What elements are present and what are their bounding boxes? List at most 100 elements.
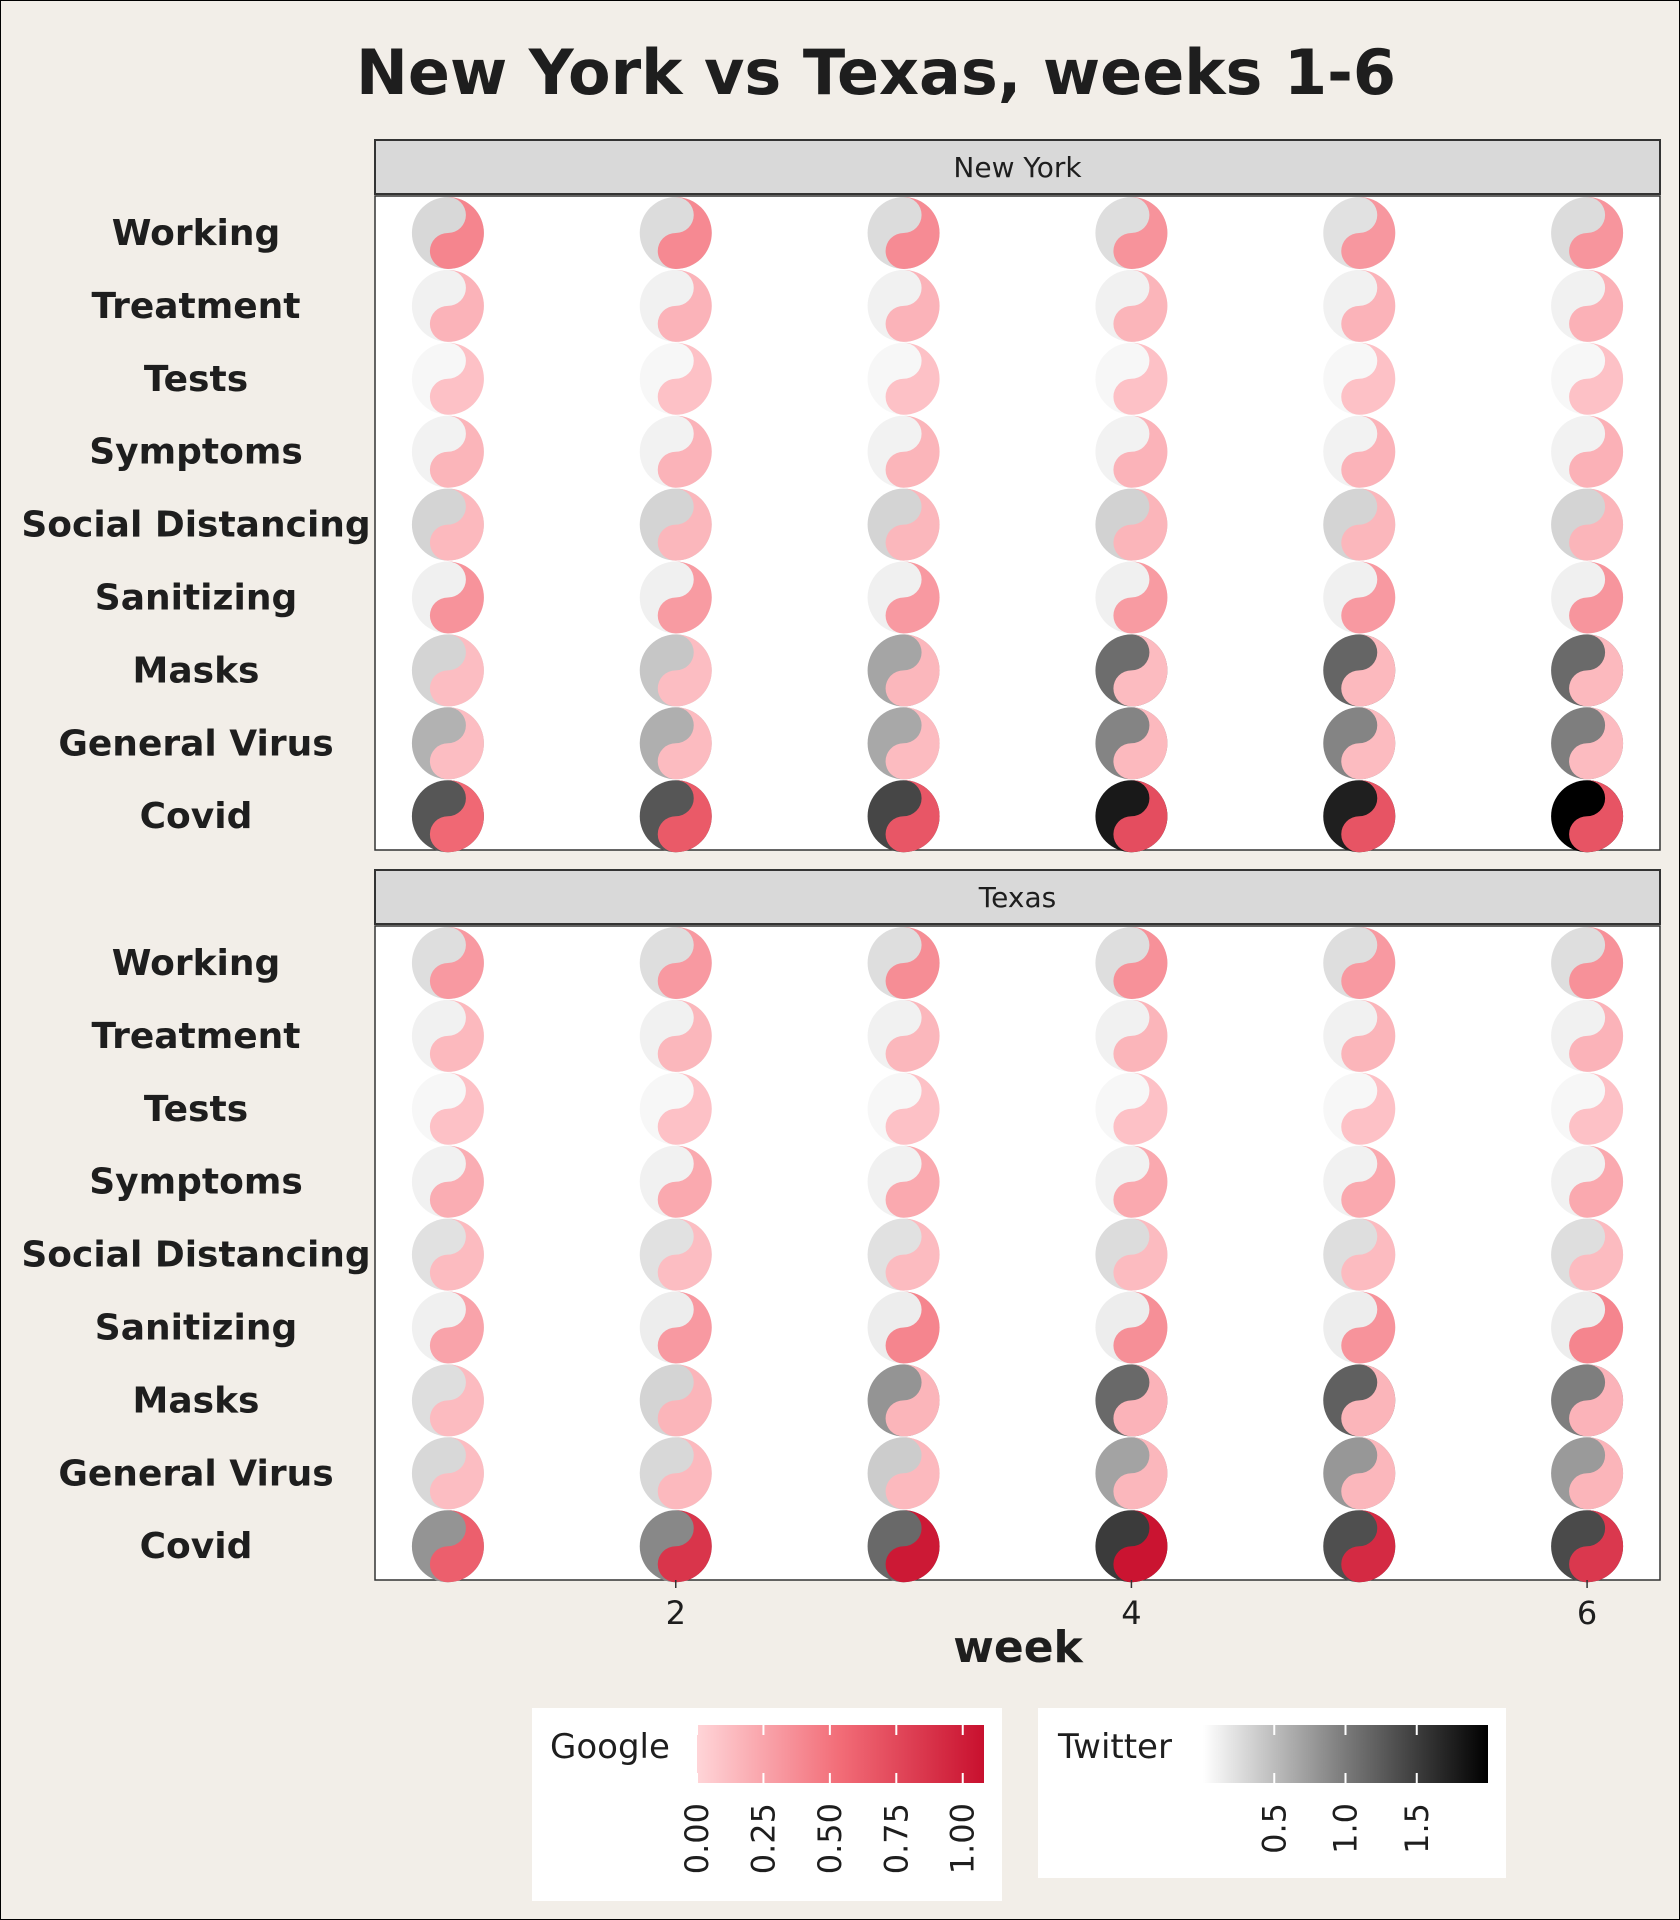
category-label: Treatment [91, 286, 300, 327]
google-half [1569, 1437, 1624, 1510]
google-half [429, 707, 484, 780]
google-half [1569, 927, 1624, 999]
google-half [885, 269, 940, 342]
yin-yang-glyph [411, 197, 484, 269]
yin-yang-glyph [867, 197, 940, 269]
yin-yang-glyph [1095, 927, 1168, 999]
yin-yang-glyph [1323, 1437, 1396, 1510]
google-half [1569, 197, 1624, 269]
google-half [429, 342, 484, 415]
yin-yang-glyph [1323, 1364, 1396, 1437]
google-half [1341, 1072, 1396, 1145]
yin-yang-glyph [1323, 561, 1396, 634]
legend-tick-label: 0.5 [1255, 1803, 1293, 1854]
yin-yang-glyph [1095, 197, 1168, 269]
google-half [657, 561, 712, 634]
google-half [1113, 269, 1168, 342]
yin-yang-glyph [1095, 269, 1168, 342]
yin-yang-glyph [1323, 1510, 1396, 1583]
google-half [1569, 269, 1624, 342]
legend-title: Google [550, 1727, 670, 1767]
yin-yang-glyph [1551, 342, 1624, 415]
yin-yang-glyph [1095, 1364, 1168, 1437]
yin-yang-glyph [639, 1437, 712, 1510]
google-half [429, 1437, 484, 1510]
google-half [1341, 488, 1396, 561]
google-half [657, 634, 712, 707]
google-half [657, 1145, 712, 1218]
google-half [1569, 780, 1624, 853]
category-label: Treatment [91, 1016, 300, 1057]
yin-yang-glyph [1323, 634, 1396, 707]
google-half [1341, 415, 1396, 488]
yin-yang-glyph [411, 1437, 484, 1510]
google-half [657, 342, 712, 415]
legend-tick-label: 1.5 [1398, 1803, 1436, 1854]
google-half [885, 415, 940, 488]
yin-yang-glyph [867, 634, 940, 707]
google-half [1113, 488, 1168, 561]
google-half [1569, 999, 1624, 1072]
category-label: Tests [144, 359, 248, 400]
legend-tick-label: 0.00 [678, 1803, 716, 1874]
google-half [1113, 197, 1168, 269]
google-half [1569, 634, 1624, 707]
yin-yang-glyph [867, 269, 940, 342]
yin-yang-glyph [1095, 780, 1168, 853]
yin-yang-glyph [411, 1364, 484, 1437]
google-half [1341, 1510, 1396, 1583]
google-half [1569, 415, 1624, 488]
yin-yang-glyph [1551, 1510, 1624, 1583]
google-half [1341, 999, 1396, 1072]
category-label: Social Distancing [21, 1235, 370, 1276]
yin-yang-glyph [411, 1291, 484, 1364]
yin-yang-glyph [1551, 927, 1624, 999]
yin-yang-glyph [1095, 999, 1168, 1072]
google-half [885, 1291, 940, 1364]
google-half [1113, 1145, 1168, 1218]
panel-strip [374, 869, 1661, 925]
google-half [429, 488, 484, 561]
panel-strip-label: New York [953, 151, 1082, 184]
google-half [885, 707, 940, 780]
yin-yang-glyph [1095, 1072, 1168, 1145]
yin-yang-glyph [1551, 780, 1624, 853]
google-half [429, 927, 484, 999]
yin-yang-glyph [1551, 1145, 1624, 1218]
yin-yang-glyph [1323, 707, 1396, 780]
google-half [1113, 561, 1168, 634]
yin-yang-glyph [411, 780, 484, 853]
x-tick-label: 6 [1577, 1594, 1597, 1632]
google-half [1341, 634, 1396, 707]
yin-yang-glyph [1551, 1291, 1624, 1364]
yin-yang-glyph [1551, 1364, 1624, 1437]
yin-yang-glyph [411, 927, 484, 999]
legend-title: Twitter [1057, 1727, 1172, 1767]
yin-yang-glyph [867, 1291, 940, 1364]
google-half [429, 561, 484, 634]
yin-yang-glyph [639, 488, 712, 561]
yin-yang-glyph [867, 1145, 940, 1218]
yin-yang-glyph [639, 634, 712, 707]
google-half [1341, 342, 1396, 415]
google-half [429, 1364, 484, 1437]
yin-yang-glyph [639, 707, 712, 780]
category-label: Symptoms [89, 1162, 303, 1203]
yin-yang-glyph [1323, 342, 1396, 415]
google-half [885, 1145, 940, 1218]
yin-yang-glyph [1323, 488, 1396, 561]
google-half [1341, 780, 1396, 853]
yin-yang-glyph [411, 1218, 484, 1291]
legend-twitter: Twitter 0.5 1.0 1.5 [1038, 1708, 1506, 1878]
category-label: Working [112, 213, 281, 254]
yin-yang-glyph [867, 561, 940, 634]
yin-yang-glyph [639, 1072, 712, 1145]
yin-yang-glyph [639, 780, 712, 853]
legend-tick-label: 0.50 [811, 1803, 849, 1874]
category-label: Masks [133, 1380, 260, 1421]
google-half [1569, 1291, 1624, 1364]
yin-yang-glyph [411, 561, 484, 634]
yin-yang-glyph [411, 415, 484, 488]
yin-yang-glyph [1095, 1510, 1168, 1583]
